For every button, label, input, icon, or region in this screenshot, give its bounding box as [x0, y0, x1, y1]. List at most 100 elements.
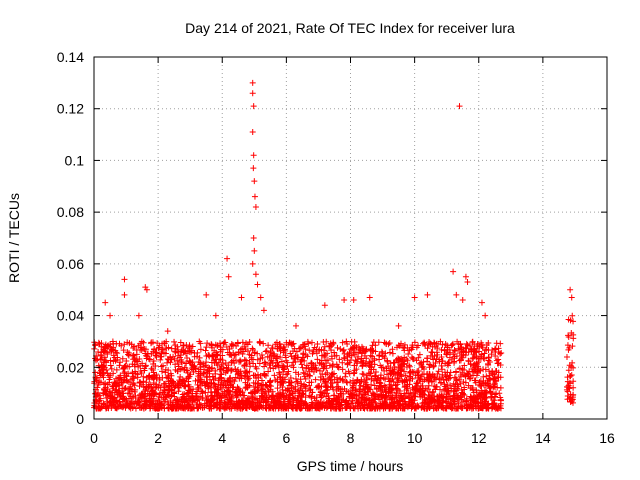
data-point — [294, 379, 301, 386]
data-point — [403, 376, 410, 383]
data-point — [267, 377, 274, 384]
data-point — [448, 405, 455, 412]
data-point — [96, 340, 103, 347]
data-point — [159, 368, 166, 375]
data-point — [411, 339, 418, 346]
x-tick-label: 16 — [599, 430, 615, 446]
data-point — [482, 312, 489, 319]
data-point — [570, 331, 577, 338]
data-point — [205, 364, 212, 371]
data-point — [121, 291, 128, 298]
data-point — [103, 359, 110, 366]
data-point — [335, 401, 342, 408]
data-point — [481, 395, 488, 402]
data-point — [130, 352, 137, 359]
data-point — [235, 386, 242, 393]
data-point — [365, 388, 372, 395]
data-point — [489, 390, 496, 397]
data-point — [341, 355, 348, 362]
data-point — [453, 377, 460, 384]
data-point — [339, 339, 346, 346]
data-point — [414, 380, 421, 387]
data-point — [366, 362, 373, 369]
data-point — [129, 369, 136, 376]
data-point — [401, 360, 408, 367]
data-point — [229, 376, 236, 383]
data-point — [432, 386, 439, 393]
data-point — [182, 350, 189, 357]
data-point — [232, 365, 239, 372]
data-point — [412, 372, 419, 379]
data-point — [228, 381, 235, 388]
data-point — [403, 383, 410, 390]
data-point — [386, 339, 393, 346]
data-point — [132, 405, 139, 412]
data-point — [316, 367, 323, 374]
data-point — [168, 356, 175, 363]
data-point — [290, 395, 297, 402]
data-point — [449, 340, 456, 347]
data-point — [278, 404, 285, 411]
data-point — [134, 358, 141, 365]
y-tick-label: 0.14 — [57, 49, 84, 65]
data-point — [196, 338, 203, 345]
data-point — [171, 348, 178, 355]
data-point — [268, 396, 275, 403]
data-point — [185, 404, 192, 411]
data-point — [161, 349, 168, 356]
data-point — [180, 377, 187, 384]
data-point — [347, 346, 354, 353]
data-point — [171, 338, 178, 345]
data-point — [450, 268, 457, 275]
data-point — [202, 347, 209, 354]
data-point — [237, 391, 244, 398]
data-point — [340, 377, 347, 384]
data-point — [430, 362, 437, 369]
data-point — [451, 395, 458, 402]
data-point — [141, 367, 148, 374]
data-point — [222, 369, 229, 376]
data-point — [480, 394, 487, 401]
data-point — [187, 371, 194, 378]
data-point — [439, 373, 446, 380]
data-point — [167, 359, 174, 366]
data-point — [462, 398, 469, 405]
data-point — [450, 380, 457, 387]
data-point — [448, 356, 455, 363]
data-point — [241, 392, 248, 399]
data-point — [126, 340, 133, 347]
data-point — [330, 361, 337, 368]
data-point — [350, 370, 357, 377]
data-point — [564, 383, 571, 390]
data-point — [249, 399, 256, 406]
data-point — [430, 356, 437, 363]
data-point — [156, 393, 163, 400]
data-point — [283, 393, 290, 400]
data-point — [232, 402, 239, 409]
data-point — [407, 369, 414, 376]
data-point — [195, 405, 202, 412]
data-point — [119, 355, 126, 362]
data-points-layer — [91, 79, 577, 412]
data-point — [360, 371, 367, 378]
ticks-layer: 0 2 4 6 8 10 12 14 16 0 0.02 0.04 0.06 0.08 0.1 0.12 0.1… — [57, 49, 615, 446]
data-point — [294, 354, 301, 361]
data-point — [565, 392, 572, 399]
data-point — [271, 372, 278, 379]
data-point — [143, 286, 150, 293]
data-point — [261, 370, 268, 377]
data-point — [312, 376, 319, 383]
data-point — [360, 405, 367, 412]
data-point — [258, 352, 265, 359]
data-point — [133, 351, 140, 358]
data-point — [313, 384, 320, 391]
data-point — [288, 340, 295, 347]
data-point — [200, 369, 207, 376]
data-point — [395, 364, 402, 371]
data-point — [131, 343, 138, 350]
data-point — [389, 376, 396, 383]
data-point — [370, 403, 377, 410]
data-point — [486, 385, 493, 392]
data-point — [135, 363, 142, 370]
data-point — [321, 343, 328, 350]
